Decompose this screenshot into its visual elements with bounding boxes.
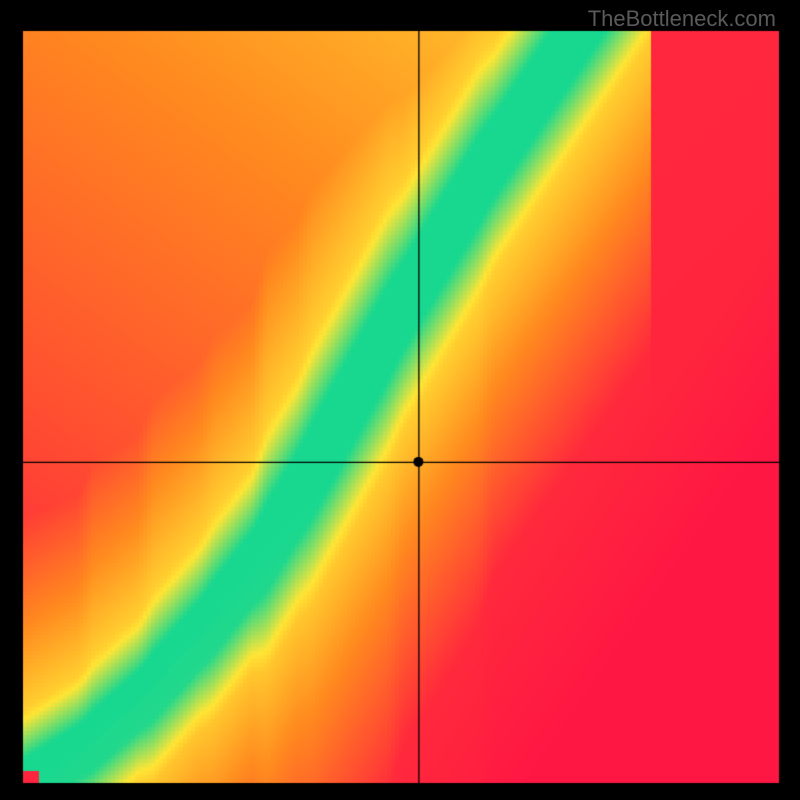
bottleneck-heatmap: [0, 0, 800, 800]
watermark-text: TheBottleneck.com: [588, 6, 776, 32]
